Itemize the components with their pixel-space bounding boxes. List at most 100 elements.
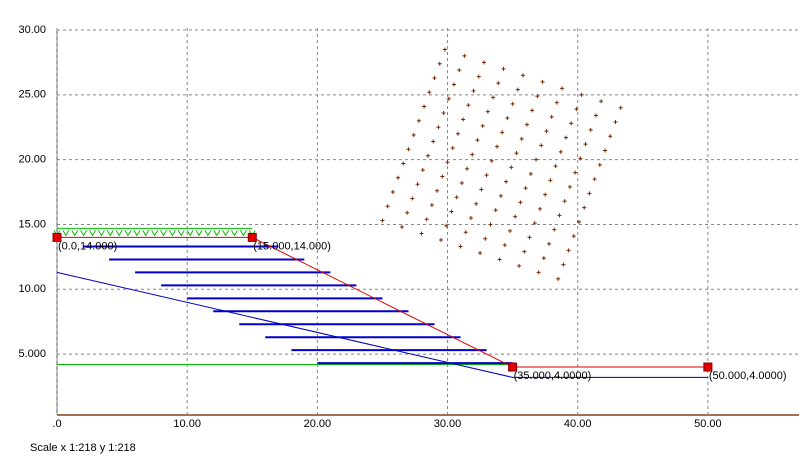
center-point <box>470 152 475 157</box>
center-point <box>493 208 498 213</box>
center-point <box>524 122 529 127</box>
center-point <box>599 99 604 104</box>
center-point <box>536 270 541 275</box>
center-point <box>463 230 468 235</box>
center-point <box>449 209 454 214</box>
load-arrow <box>160 230 167 237</box>
center-point <box>577 219 582 224</box>
center-point <box>579 92 584 97</box>
center-point <box>480 123 485 128</box>
center-point <box>571 234 576 239</box>
center-point <box>613 120 618 125</box>
center-point <box>441 110 446 115</box>
center-point <box>481 60 486 65</box>
center-point <box>419 231 424 236</box>
center-point <box>445 160 450 165</box>
load-arrow <box>222 230 230 237</box>
center-point <box>427 90 432 95</box>
center-point <box>462 53 467 58</box>
center-point <box>552 227 557 232</box>
center-point <box>501 66 506 71</box>
load-arrow <box>142 230 150 237</box>
center-point <box>474 201 479 206</box>
center-point <box>517 263 522 268</box>
load-arrow <box>151 230 159 237</box>
center-point <box>432 75 437 80</box>
x-tick-label: 10.00 <box>173 418 201 430</box>
load-arrow <box>80 230 88 237</box>
load-arrow <box>239 230 247 237</box>
center-point <box>582 205 587 210</box>
center-point <box>385 204 390 209</box>
center-point <box>484 173 489 178</box>
center-point <box>390 190 395 195</box>
center-point <box>532 221 537 226</box>
center-point <box>574 107 579 112</box>
center-point <box>578 156 583 161</box>
y-tick-label: 20.00 <box>18 154 46 166</box>
center-point <box>459 180 464 185</box>
center-point <box>500 130 505 135</box>
x-tick-label: 30.00 <box>434 418 462 430</box>
center-point <box>549 114 554 119</box>
center-point <box>539 143 544 148</box>
center-point <box>583 142 588 147</box>
center-point <box>422 104 427 109</box>
center-point <box>483 236 488 241</box>
load-arrow <box>89 230 96 237</box>
center-point <box>522 249 527 254</box>
center-point <box>563 135 568 140</box>
center-point <box>556 276 561 281</box>
center-point <box>429 203 434 207</box>
center-point <box>444 223 449 228</box>
center-point <box>509 165 514 170</box>
center-point <box>597 162 602 167</box>
y-tick-label: 10.00 <box>18 283 46 295</box>
center-point <box>573 170 578 175</box>
center-point <box>399 225 404 230</box>
center-point <box>431 139 436 144</box>
center-point <box>592 177 597 182</box>
center-point <box>396 175 401 180</box>
center-point <box>510 101 515 106</box>
x-tick-label: .0 <box>52 418 61 430</box>
center-point <box>562 199 567 204</box>
load-arrow <box>168 230 176 237</box>
center-point <box>476 74 481 79</box>
point-label: (50.000,4.0000) <box>709 370 787 382</box>
profile-point <box>508 362 518 372</box>
center-point <box>548 178 553 183</box>
scale-text: Scale x 1:218 y 1:218 <box>30 442 136 454</box>
center-point <box>420 168 425 172</box>
center-point <box>485 109 490 114</box>
center-point <box>424 217 429 222</box>
center-point <box>588 127 593 132</box>
center-point <box>519 136 524 141</box>
center-point <box>618 105 623 110</box>
center-point <box>380 218 385 223</box>
center-point <box>411 133 416 137</box>
load-arrow <box>97 230 105 237</box>
point-label: (35.000,4.0000) <box>514 370 592 382</box>
center-point <box>505 116 510 121</box>
y-tick-label: 25.00 <box>18 89 46 101</box>
load-arrow <box>195 230 203 237</box>
center-point <box>454 195 459 200</box>
center-point <box>558 149 563 154</box>
load-arrow <box>106 230 114 237</box>
center-point <box>401 161 406 166</box>
center-point <box>518 200 523 205</box>
center-point <box>446 96 451 101</box>
center-point <box>544 129 549 134</box>
load-arrow <box>115 230 123 237</box>
x-tick-label: 20.00 <box>304 418 332 430</box>
center-point <box>475 138 480 143</box>
center-point <box>457 68 462 73</box>
center-point <box>426 153 430 158</box>
y-tick-label: 15.00 <box>18 218 46 230</box>
center-point <box>541 256 546 261</box>
center-point <box>436 125 441 130</box>
center-point <box>452 82 457 87</box>
